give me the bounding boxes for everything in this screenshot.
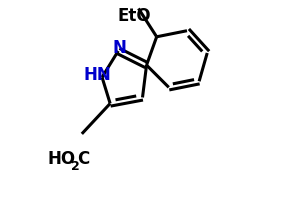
- Text: HN: HN: [83, 65, 111, 83]
- Text: 2: 2: [71, 159, 80, 172]
- Text: EtO: EtO: [118, 7, 151, 24]
- Text: HO: HO: [48, 149, 76, 167]
- Text: C: C: [77, 149, 89, 167]
- Text: N: N: [112, 39, 126, 57]
